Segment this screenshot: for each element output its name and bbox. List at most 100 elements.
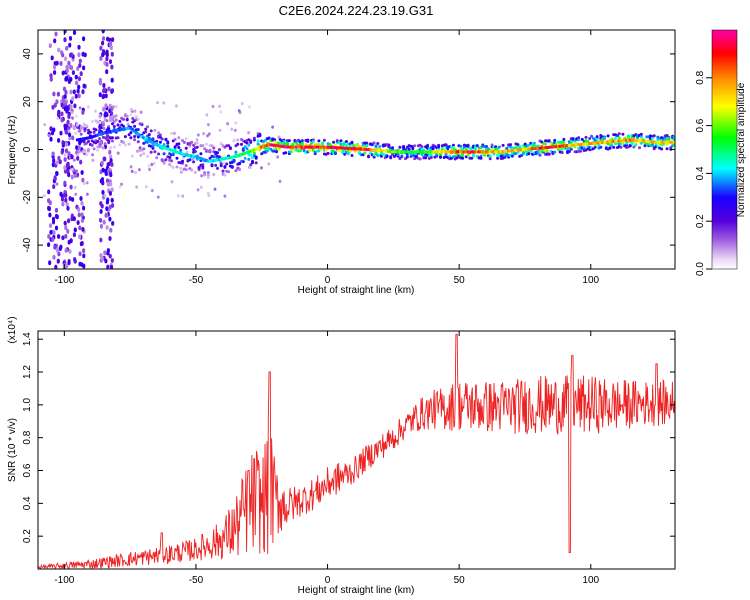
spectrogram-cell (348, 149, 352, 153)
spectrogram-noise-cell (59, 130, 63, 136)
spectrogram-noise-cell (56, 116, 59, 121)
spectrogram-cell (562, 140, 566, 144)
spectrogram-cell (247, 157, 251, 161)
spectrogram-noise-cell (98, 92, 102, 98)
spectrogram-cell (660, 147, 664, 151)
spectrogram-noise-cell (71, 197, 75, 202)
spectrogram-cell (322, 138, 326, 142)
spectrogram-cell (101, 146, 105, 150)
spectrogram-cell (418, 157, 422, 161)
spectrogram-cell (223, 173, 227, 177)
spectrogram-noise-cell (170, 180, 174, 184)
spectrogram-noise-cell (104, 111, 108, 117)
spectrogram-cell (184, 164, 188, 167)
spectrogram-noise-cell (56, 91, 61, 97)
spectrogram-cell (475, 144, 479, 148)
spectrogram-cell (407, 147, 411, 151)
spectrogram-cell (333, 151, 337, 155)
spectrogram-noise-cell (138, 168, 141, 172)
spectrogram-cell (76, 122, 79, 126)
spectrogram-cell (175, 165, 179, 169)
spectrogram-cell (378, 145, 382, 148)
spectrogram-cell (243, 145, 247, 149)
spectrogram-noise-cell (70, 154, 74, 160)
spectrogram-noise-cell (59, 191, 63, 197)
spectrogram-cell (643, 144, 647, 148)
spectrogram-cell (168, 163, 172, 166)
spectrogram-noise-cell (101, 30, 105, 34)
spectrogram-cell (490, 148, 494, 152)
spectrogram-noise-cell (108, 59, 113, 64)
spectrogram-noise-cell (101, 167, 105, 173)
snr-x-label: Height of straight line (km) (298, 585, 415, 596)
spectrogram-cell (404, 148, 407, 152)
spectrogram-noise-cell (57, 234, 61, 239)
spectrogram-noise-cell (185, 150, 189, 154)
spectrogram-noise-cell (82, 248, 86, 254)
spectrogram-cell (617, 136, 621, 140)
spectrogram-cell (155, 156, 159, 160)
spectrogram-cell (136, 117, 140, 121)
spectrogram-cell (470, 156, 474, 160)
spectrogram-noise-cell (63, 153, 67, 157)
spectrogram-cell (588, 137, 592, 140)
spectrogram-noise-cell (43, 123, 47, 127)
spectrogram-noise-cell (139, 153, 143, 157)
spectrogram-cell (357, 151, 361, 154)
spectrogram-noise-cell (111, 37, 115, 42)
spectrogram-cell (79, 132, 83, 136)
spectrogram-noise-cell (109, 172, 113, 178)
spectrogram-noise-cell (53, 244, 57, 250)
spectrogram-noise-cell (69, 52, 73, 58)
spectrogram-noise-cell (54, 225, 59, 231)
spectrogram-noise-cell (64, 225, 68, 231)
spectrogram-noise-cell (82, 263, 86, 269)
spectrogram-cell (77, 146, 81, 150)
spectrogram-cell (181, 161, 184, 165)
spectrogram-noise-cell (104, 103, 108, 108)
spectrogram-noise-cell (69, 123, 73, 128)
spectrogram-cell (444, 153, 448, 156)
spectrogram-cell (133, 124, 137, 128)
spectrogram-noise-cell (104, 258, 108, 264)
snr-y-ticks: 0.2 0.4 0.6 0.8 1.0 1.2 1.4 (22, 332, 675, 543)
spectrogram-cell (171, 166, 175, 170)
spectrogram-cell (612, 145, 616, 149)
spectrogram-cell (151, 137, 155, 141)
spectrogram-cell (149, 150, 153, 154)
spectrogram-cell (116, 136, 120, 140)
spectrogram-noise-cell (78, 234, 82, 240)
spectrogram-cell (429, 156, 433, 159)
spectrogram-noise-cell (59, 61, 63, 66)
spectrogram-noise-cell (109, 264, 114, 269)
snr-y-tick-label: 0.8 (22, 430, 33, 444)
spectrogram-cell (238, 161, 242, 165)
spectrogram-y-tick-label: 40 (22, 48, 33, 60)
spectrogram-cell (225, 162, 229, 166)
spectrogram-noise-cell (195, 138, 199, 142)
spectrogram-cell (516, 151, 520, 155)
spectrogram-cell (216, 166, 219, 170)
spectrogram-noise-cell (105, 49, 109, 55)
spectrogram-y-tick-label: -40 (22, 237, 33, 252)
spectrogram-cell (553, 138, 557, 142)
spectrogram-cell (387, 144, 391, 148)
spectrogram-cell (332, 140, 336, 144)
spectrogram-noise-cell (61, 70, 65, 76)
spectrogram-noise-cell (76, 66, 80, 71)
spectrogram-cell (448, 154, 452, 158)
spectrogram-cell (444, 143, 448, 147)
spectrogram-cell (206, 173, 210, 177)
spectrogram-cell (451, 145, 455, 149)
spectrogram-noise-cell (77, 84, 81, 90)
spectrogram-ridge-cell (672, 140, 675, 144)
snr-x-tick-label: 100 (582, 575, 599, 586)
spectrogram-noise-cell (73, 173, 77, 179)
spectrogram-noise-cell (237, 109, 241, 113)
spectrogram-cell (85, 124, 89, 128)
spectrogram-cell (166, 145, 170, 149)
spectrogram-noise-cell (64, 142, 69, 147)
spectrogram-noise-cell (63, 94, 67, 99)
spectrogram-noise-cell (148, 167, 151, 172)
spectrogram-noise-cell (94, 109, 97, 113)
